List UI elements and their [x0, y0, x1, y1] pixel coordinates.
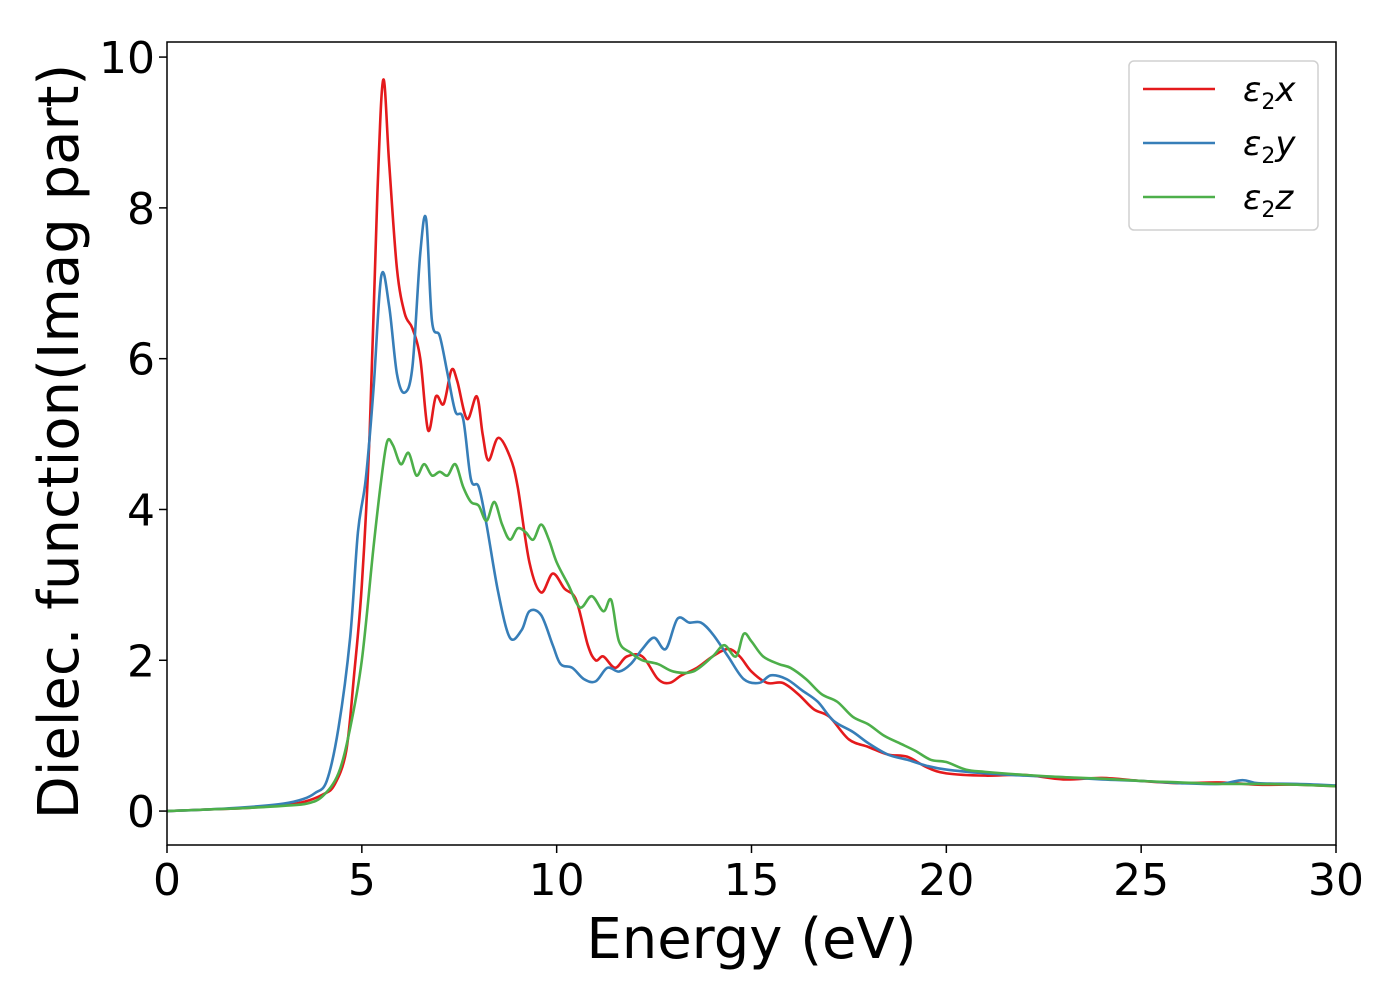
y-axis-ticks: 0 2 4 6 8 10	[99, 33, 167, 838]
series-line-y	[167, 214, 1336, 813]
legend: ε2x ε2y ε2z	[1128, 60, 1319, 231]
x-tick-label: 15	[724, 855, 780, 906]
y-tick-label: 6	[127, 335, 155, 386]
legend-box	[1128, 60, 1319, 231]
series-line-z	[167, 437, 1336, 813]
legend-label-x: ε2x	[1243, 70, 1296, 115]
y-tick-label: 8	[127, 184, 155, 235]
x-tick-label: 20	[918, 855, 974, 906]
y-axis-label: Dielec. function(Imag part)	[27, 64, 92, 820]
legend-label-y: ε2y	[1243, 124, 1296, 169]
y-tick-label: 2	[127, 636, 155, 687]
y-tick-label: 4	[127, 485, 155, 536]
y-tick-label: 10	[99, 33, 155, 84]
y-tick-label: 0	[127, 787, 155, 838]
series-line-x	[167, 78, 1336, 813]
x-tick-label: 5	[348, 855, 376, 906]
legend-label-z: ε2z	[1243, 178, 1294, 223]
x-tick-label: 30	[1308, 855, 1364, 906]
x-tick-label: 25	[1113, 855, 1169, 906]
x-axis-label: Energy (eV)	[586, 907, 916, 972]
series-layer	[167, 78, 1336, 813]
x-tick-label: 0	[153, 855, 181, 906]
x-axis-ticks: 0 5 10 15 20 25 30	[153, 845, 1364, 906]
x-tick-label: 10	[529, 855, 585, 906]
